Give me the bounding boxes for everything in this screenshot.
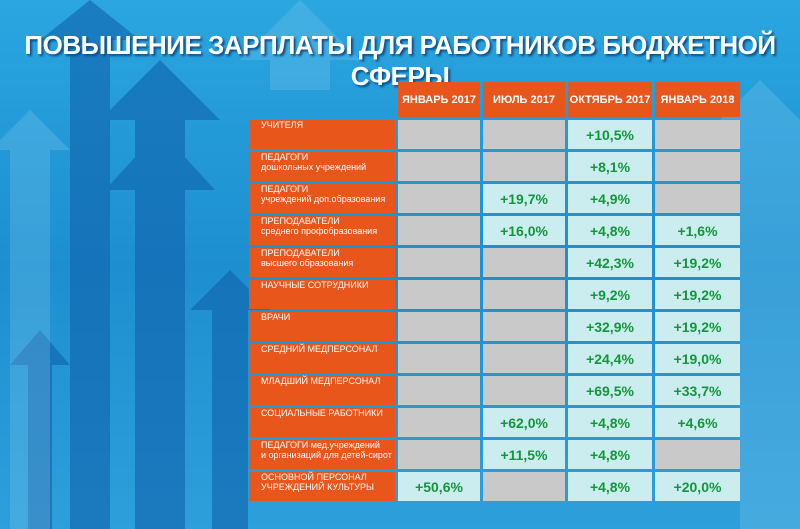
row-label-line: УЧРЕЖДЕНИЙ КУЛЬТУРЫ xyxy=(261,482,374,492)
row-label-line: МЛАДШИЙ МЕДПЕРСОНАЛ xyxy=(261,376,381,386)
row-label: ПРЕПОДАВАТЕЛИ среднего профобразования xyxy=(249,216,395,245)
row-label-line: ПРЕПОДАВАТЕЛИ xyxy=(261,216,340,226)
empty-cell xyxy=(483,344,565,373)
empty-cell xyxy=(398,344,480,373)
column-header: ЯНВАРЬ 2017 xyxy=(398,82,480,117)
column-header: ОКТЯБРЬ 2017 xyxy=(568,82,652,117)
row-label-line: СРЕДНИЙ МЕДПЕРСОНАЛ xyxy=(261,344,378,354)
empty-cell xyxy=(398,152,480,181)
row-label-line: ПЕДАГОГИ xyxy=(261,184,309,194)
empty-cell xyxy=(483,376,565,405)
row-label: ПРЕПОДАВАТЕЛИ высшего образования xyxy=(249,248,395,277)
value-cell: +69,5% xyxy=(568,376,652,405)
row-label-line: учреждений доп.образования xyxy=(261,194,386,204)
row-label-line: ОСНОВНОЙ ПЕРСОНАЛ xyxy=(261,472,367,482)
empty-cell xyxy=(483,312,565,341)
row-label: ПЕДАГОГИ мед.учреждений и организаций для… xyxy=(249,440,395,469)
value-cell: +16,0% xyxy=(483,216,565,245)
value-cell: +19,2% xyxy=(655,312,740,341)
value-cell: +9,2% xyxy=(568,280,652,309)
empty-cell xyxy=(655,184,740,213)
row-label: УЧИТЕЛЯ xyxy=(249,120,395,149)
value-cell: +4,8% xyxy=(568,216,652,245)
row-label-line: высшего образования xyxy=(261,258,354,268)
value-cell: +32,9% xyxy=(568,312,652,341)
row-label-line: дошкольных учреждений xyxy=(261,162,367,172)
row-label: ОСНОВНОЙ ПЕРСОНАЛ УЧРЕЖДЕНИЙ КУЛЬТУРЫ xyxy=(249,472,395,501)
row-label: МЛАДШИЙ МЕДПЕРСОНАЛ xyxy=(249,376,395,405)
empty-cell xyxy=(398,280,480,309)
row-label-line: ПЕДАГОГИ мед.учреждений xyxy=(261,440,380,450)
empty-cell xyxy=(655,440,740,469)
row-label-line: и организаций для детей-сирот xyxy=(261,450,392,460)
value-cell: +4,6% xyxy=(655,408,740,437)
row-label: ПЕДАГОГИ учреждений доп.образования xyxy=(249,184,395,213)
empty-cell xyxy=(398,184,480,213)
empty-cell xyxy=(483,152,565,181)
value-cell: +1,6% xyxy=(655,216,740,245)
empty-cell xyxy=(398,248,480,277)
row-label: СРЕДНИЙ МЕДПЕРСОНАЛ xyxy=(249,344,395,373)
value-cell: +4,8% xyxy=(568,472,652,501)
row-label: ВРАЧИ xyxy=(249,312,395,341)
row-label-line: УЧИТЕЛЯ xyxy=(261,120,304,130)
empty-cell xyxy=(398,312,480,341)
value-cell: +20,0% xyxy=(655,472,740,501)
empty-cell xyxy=(398,376,480,405)
empty-cell xyxy=(483,280,565,309)
empty-cell xyxy=(483,472,565,501)
value-cell: +62,0% xyxy=(483,408,565,437)
empty-cell xyxy=(483,248,565,277)
value-cell: +10,5% xyxy=(568,120,652,149)
row-label: СОЦИАЛЬНЫЕ РАБОТНИКИ xyxy=(249,408,395,437)
empty-cell xyxy=(398,120,480,149)
empty-cell xyxy=(398,408,480,437)
value-cell: +4,8% xyxy=(568,440,652,469)
column-header: ЯНВАРЬ 2018 xyxy=(655,82,740,117)
row-label: НАУЧНЫЕ СОТРУДНИКИ xyxy=(249,280,395,309)
value-cell: +11,5% xyxy=(483,440,565,469)
empty-cell xyxy=(483,120,565,149)
row-label-line: ПЕДАГОГИ xyxy=(261,152,309,162)
row-label-line: ПРЕПОДАВАТЕЛИ xyxy=(261,248,340,258)
row-label-line: СОЦИАЛЬНЫЕ РАБОТНИКИ xyxy=(261,408,383,418)
empty-cell xyxy=(655,152,740,181)
row-label-line: ВРАЧИ xyxy=(261,312,291,322)
row-label: ПЕДАГОГИ дошкольных учреждений xyxy=(249,152,395,181)
value-cell: +19,2% xyxy=(655,248,740,277)
value-cell: +19,2% xyxy=(655,280,740,309)
value-cell: +50,6% xyxy=(398,472,480,501)
value-cell: +4,8% xyxy=(568,408,652,437)
empty-cell xyxy=(398,440,480,469)
value-cell: +42,3% xyxy=(568,248,652,277)
value-cell: +8,1% xyxy=(568,152,652,181)
empty-cell xyxy=(655,120,740,149)
row-label-line: НАУЧНЫЕ СОТРУДНИКИ xyxy=(261,280,369,290)
value-cell: +24,4% xyxy=(568,344,652,373)
column-header: ИЮЛЬ 2017 xyxy=(483,82,565,117)
value-cell: +33,7% xyxy=(655,376,740,405)
row-label-line: среднего профобразования xyxy=(261,226,378,236)
value-cell: +4,9% xyxy=(568,184,652,213)
value-cell: +19,7% xyxy=(483,184,565,213)
value-cell: +19,0% xyxy=(655,344,740,373)
empty-cell xyxy=(398,216,480,245)
